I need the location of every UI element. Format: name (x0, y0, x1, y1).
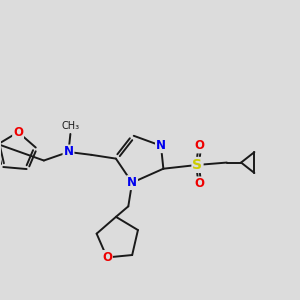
Text: N: N (127, 176, 137, 189)
Text: O: O (195, 177, 205, 190)
Text: O: O (195, 140, 205, 152)
Text: S: S (193, 158, 202, 172)
Text: N: N (64, 146, 74, 158)
Text: O: O (13, 126, 23, 139)
Text: CH₃: CH₃ (62, 122, 80, 131)
Text: N: N (156, 139, 166, 152)
Text: O: O (102, 251, 112, 264)
